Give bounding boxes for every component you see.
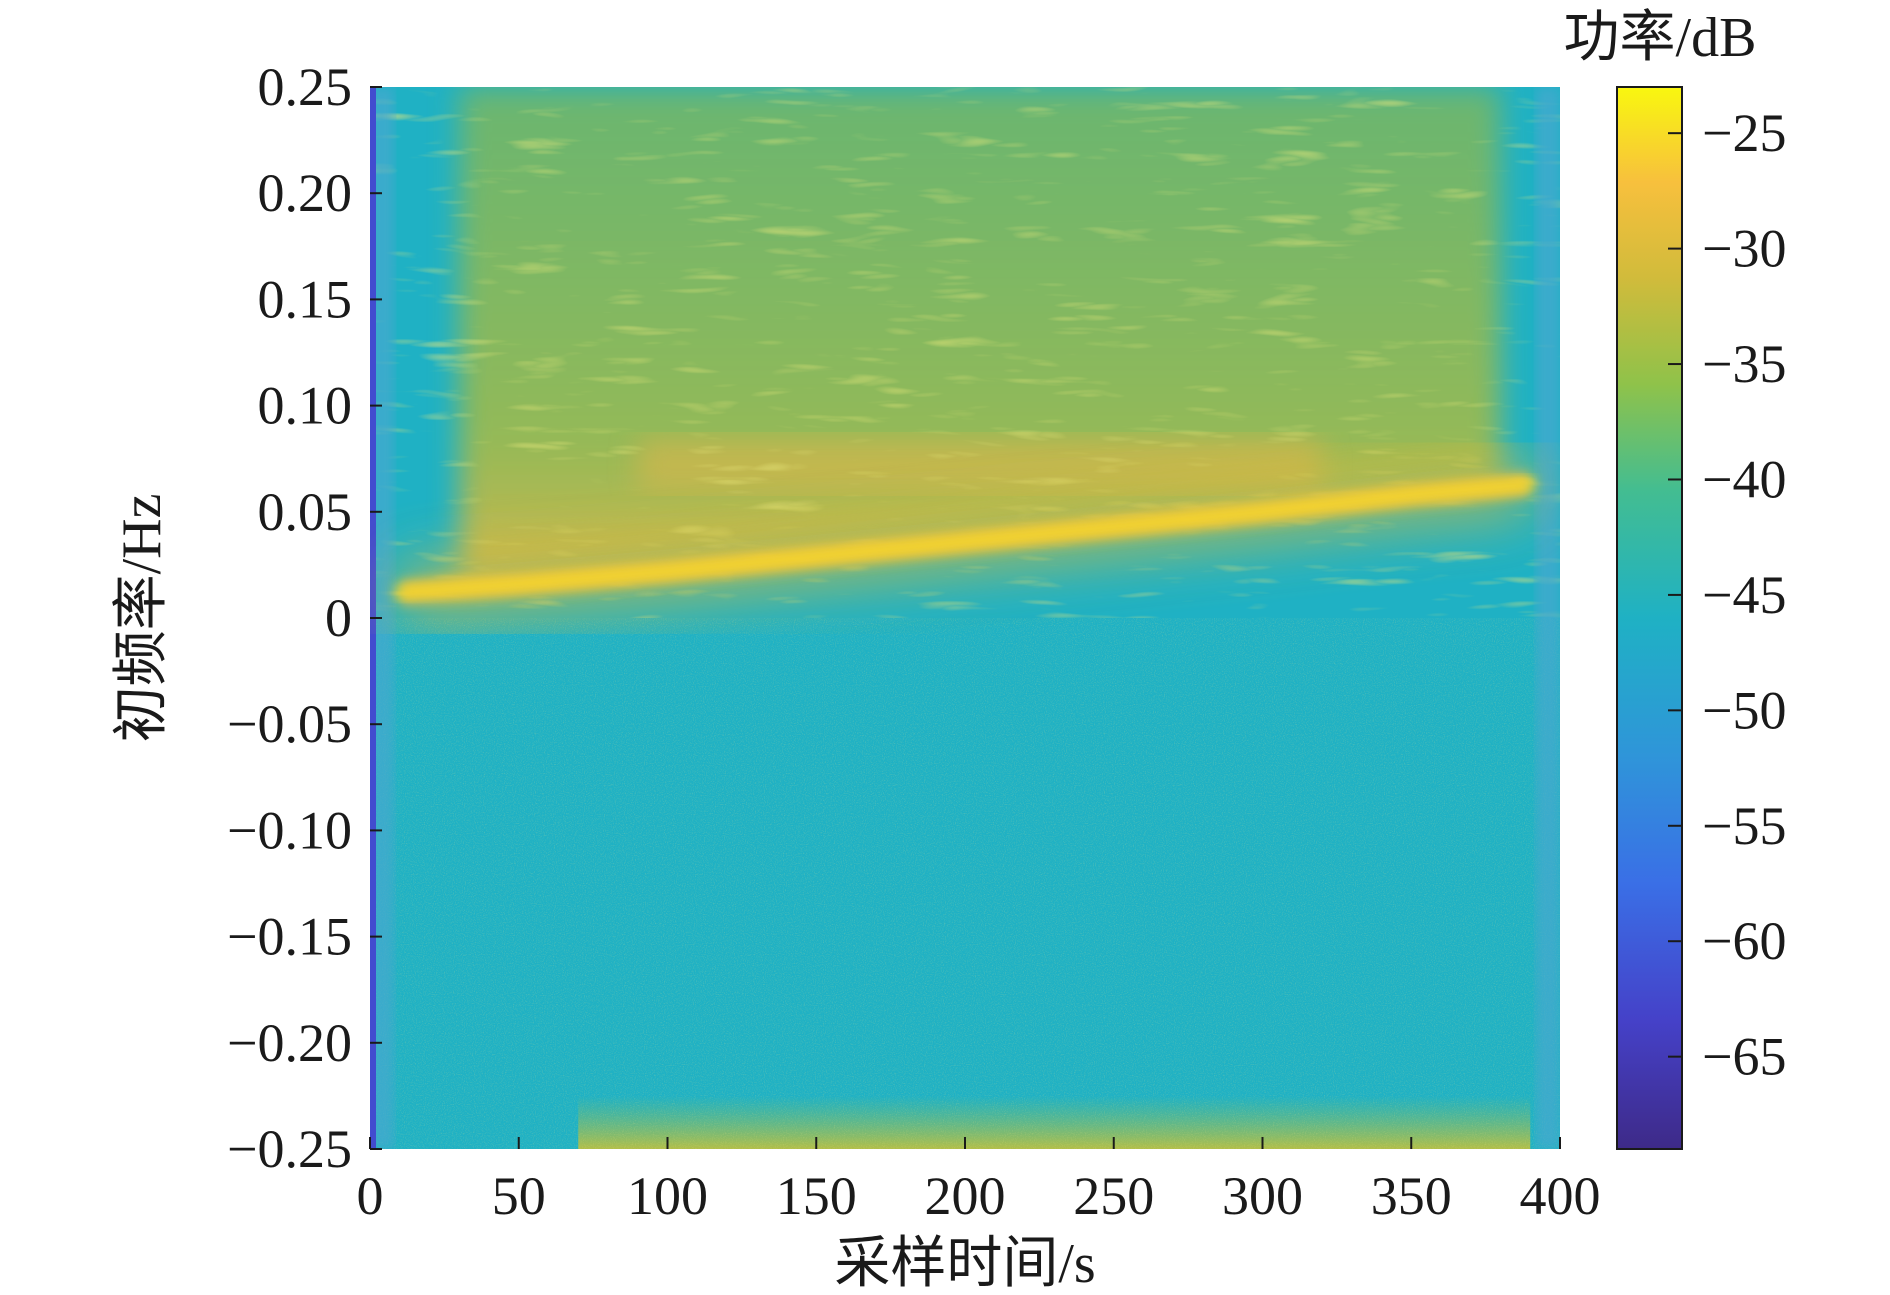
colorbar-tick-label: −65 [1702,1027,1786,1087]
colorbar-tick-label: −45 [1702,565,1786,625]
colorbar-tick-label: −55 [1702,796,1786,856]
y-axis-label: 初频率/Hz [111,494,173,743]
colorbar-gradient [1616,86,1683,1150]
lower-noise-texture [370,618,1560,1149]
colorbar-tick-label: −50 [1702,680,1786,740]
x-tick-label: 250 [1073,1166,1154,1226]
heatmap-plot-area [370,87,1560,1149]
x-tick-label: 50 [492,1166,546,1226]
colorbar-tick-label: −60 [1702,911,1786,971]
colorbar-tick-label: −30 [1702,219,1786,279]
y-tick-label: 0.15 [258,269,353,329]
y-tick-label: −0.15 [227,907,352,967]
x-tick-label: 100 [627,1166,708,1226]
x-axis: 0 50 100 150 200 250 300 350 400 [357,1137,1601,1226]
x-tick-label: 200 [925,1166,1006,1226]
y-tick-label: −0.25 [227,1119,352,1179]
x-tick-label: 0 [357,1166,384,1226]
x-tick-label: 150 [776,1166,857,1226]
colorbar-tick-label: −40 [1702,449,1786,509]
y-tick-label: 0.20 [258,163,353,223]
y-axis: 0.25 0.20 0.15 0.10 0.05 0 −0.05 −0.10 −0.15 −0.2… [227,57,382,1179]
colorbar-tick-label: −35 [1702,334,1786,394]
y-tick-label: 0 [325,588,352,648]
y-tick-label: −0.20 [227,1013,352,1073]
colorbar: −25 −30 −35 −40 −45 −50 −55 −60 −65 [1616,86,1786,1150]
y-tick-label: −0.10 [227,800,352,860]
y-tick-label: 0.10 [258,376,353,436]
x-tick-label: 400 [1520,1166,1601,1226]
x-axis-label: 采样时间/s [834,1233,1095,1295]
y-tick-label: −0.05 [227,694,352,754]
x-tick-label: 300 [1222,1166,1303,1226]
ridge-line [394,479,1536,598]
colorbar-tick-label: −25 [1702,103,1786,163]
right-edge-strip [1536,87,1560,1149]
colorbar-label: 功率/dB [1564,7,1757,69]
y-tick-label: 0.25 [258,57,353,117]
x-tick-label: 350 [1371,1166,1452,1226]
y-tick-label: 0.05 [258,482,353,542]
